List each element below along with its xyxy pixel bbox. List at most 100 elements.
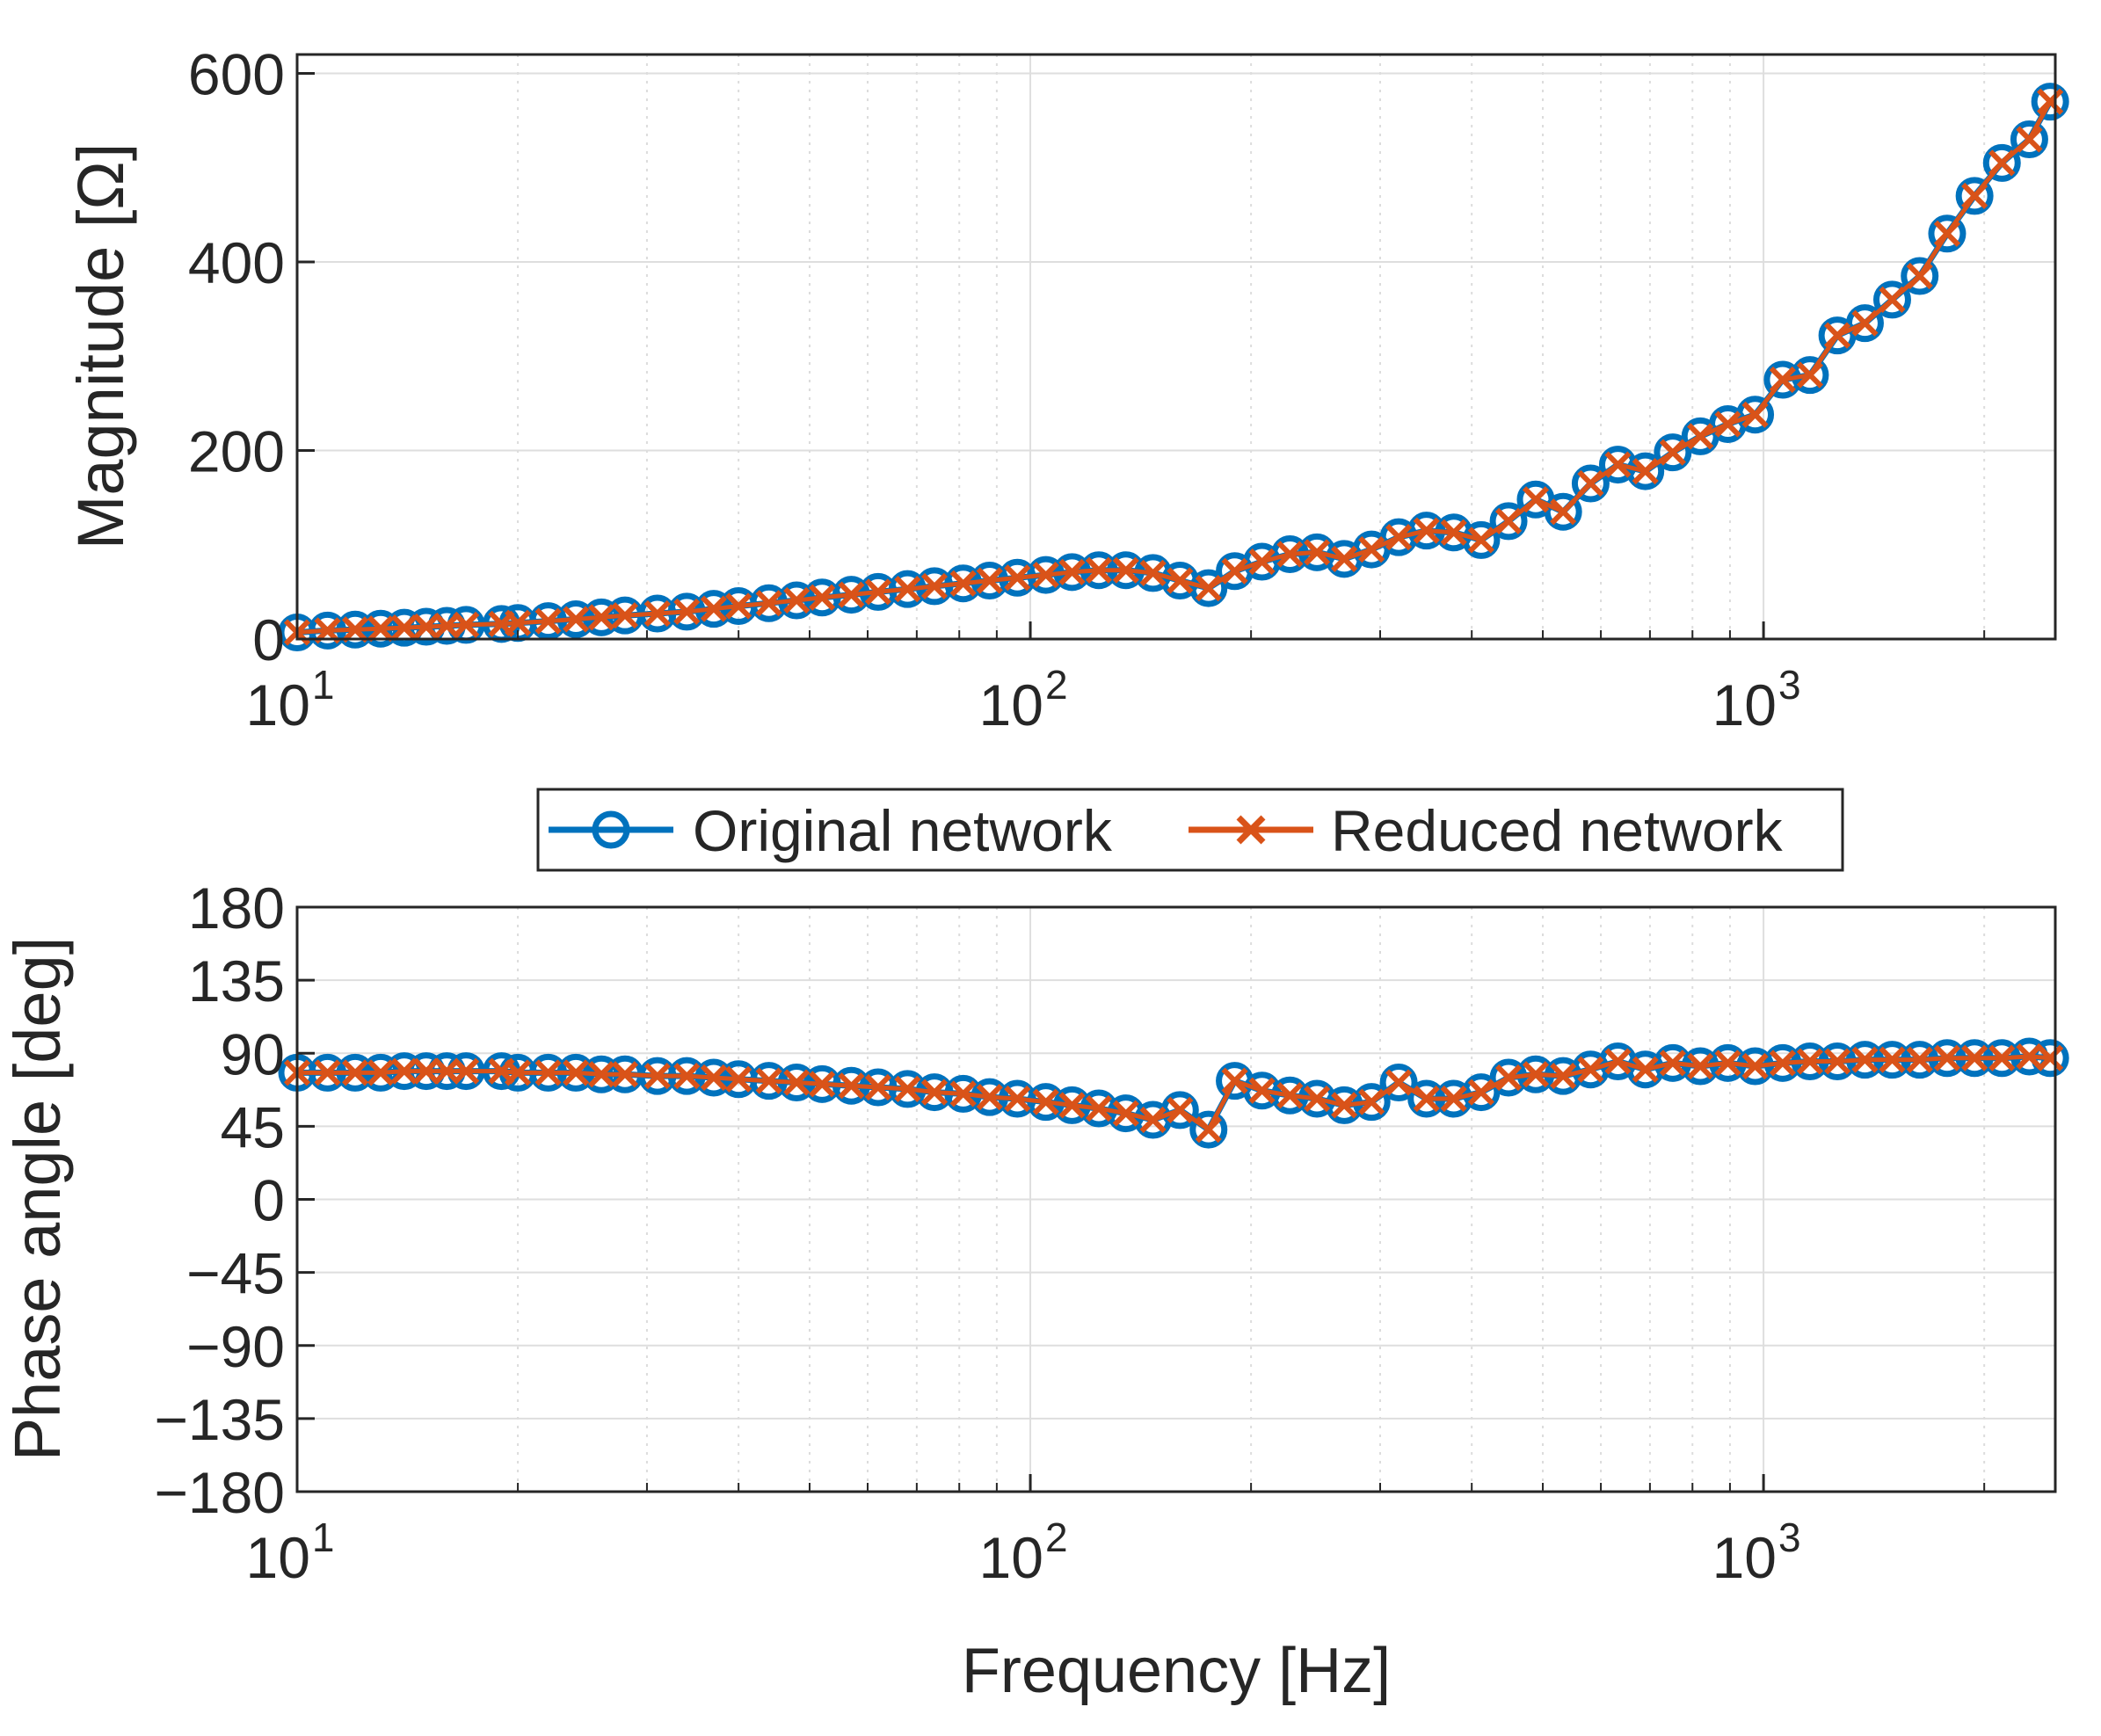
magnitude-reduced-network-marker xyxy=(1221,557,1248,585)
phase-original-network-marker xyxy=(1189,1110,1228,1149)
magnitude-reduced-network-marker xyxy=(1550,498,1577,526)
magnitude-reduced-network-marker xyxy=(390,614,418,642)
magnitude-reduced-network-marker xyxy=(1032,561,1059,589)
magnitude-reduced-network-marker xyxy=(1687,423,1714,450)
magnitude-reduced-network-marker xyxy=(534,607,562,635)
legend-box xyxy=(536,788,1844,872)
phase-reduced-network-marker xyxy=(1933,1044,1961,1071)
magnitude-reduced-network-marker xyxy=(1988,149,2016,177)
phase-reduced-network-marker xyxy=(1385,1069,1413,1096)
phase-ytick-label: 90 xyxy=(221,1021,285,1086)
magnitude-original-network-marker xyxy=(1845,304,1884,343)
magnitude-original-network-marker xyxy=(1189,569,1228,607)
magnitude-xtick-exponent: 2 xyxy=(1045,662,1068,708)
magnitude-reduced-network-marker xyxy=(643,599,671,628)
magnitude-original-network-marker xyxy=(1763,360,1802,399)
phase-series xyxy=(278,1037,2069,1149)
phase-reduced-network-marker xyxy=(1440,1085,1467,1113)
magnitude-reduced-network-marker xyxy=(949,570,977,597)
magnitude-reduced-network-marker xyxy=(894,576,921,603)
magnitude-reduced-network-marker xyxy=(1879,286,1906,313)
magnitude-reduced-network-marker xyxy=(1385,524,1413,551)
phase-reduced-network-marker xyxy=(1167,1096,1194,1124)
magnitude-reduced-network-marker xyxy=(1823,322,1851,349)
phase-ytick-label: 135 xyxy=(188,948,285,1013)
phase-reduced-network-marker xyxy=(1577,1056,1604,1083)
phase-reduced-network-marker xyxy=(920,1079,949,1106)
phase-reduced-network-marker xyxy=(390,1057,418,1085)
magnitude-original-network-marker xyxy=(1654,433,1692,472)
magnitude-original-network-marker xyxy=(1544,492,1582,531)
magnitude-reduced-network-marker xyxy=(1961,182,1988,210)
phase-reduced-network-marker xyxy=(1687,1052,1714,1080)
magnitude-xtick-label: 102 xyxy=(979,662,1068,737)
magnitude-reduced-network-marker xyxy=(587,604,615,631)
phase-original-network-marker xyxy=(1379,1064,1418,1101)
phase-reduced-network-marker xyxy=(587,1061,615,1088)
phase-reduced-network-marker xyxy=(725,1065,752,1093)
magnitude-reduced-network-marker xyxy=(725,592,752,620)
phase-reduced-network-marker xyxy=(1085,1094,1113,1122)
phase-reduced-network-marker xyxy=(1714,1050,1741,1077)
phase-reduced-network-marker xyxy=(1413,1085,1440,1113)
magnitude-original-network-marker xyxy=(2010,120,2048,159)
magnitude-reduced-network-marker xyxy=(1303,539,1331,566)
phase-reduced-network-marker xyxy=(534,1059,562,1086)
phase-reduced-network-marker xyxy=(453,1057,480,1085)
magnitude-reduced-network-marker xyxy=(1714,410,1741,438)
magnitude-reduced-network-marker xyxy=(1467,527,1495,554)
magnitude-reduced-network-marker xyxy=(700,595,728,622)
phase-reduced-network-marker xyxy=(1467,1079,1495,1106)
magnitude-reduced-network-marker xyxy=(1494,507,1523,535)
phase-reduced-network-marker xyxy=(700,1064,728,1092)
magnitude-reduced-network-marker xyxy=(1769,366,1797,394)
magnitude-reduced-network-marker xyxy=(2016,126,2043,153)
phase-ylabel: Phase angle [deg] xyxy=(1,937,74,1462)
phase-reduced-network-marker xyxy=(1741,1052,1769,1080)
magnitude-reduced-network-marker xyxy=(1358,535,1385,563)
magnitude-reduced-network-marker xyxy=(1604,451,1632,478)
phase-reduced-network-marker xyxy=(1058,1092,1086,1119)
phase-reduced-network-marker xyxy=(367,1059,395,1086)
magnitude-original-network-marker xyxy=(1571,464,1610,503)
phase-reduced-network-marker xyxy=(433,1057,461,1085)
magnitude-reduced-network-marker xyxy=(562,606,590,633)
magnitude-reduced-network-marker xyxy=(1004,564,1031,592)
phase-xtick-exponent: 1 xyxy=(312,1514,335,1560)
phase-reduced-network-marker xyxy=(1988,1044,2016,1071)
phase-reduced-network-marker xyxy=(1550,1062,1577,1090)
phase-reduced-network-marker xyxy=(1112,1100,1139,1127)
phase-ytick-label: −135 xyxy=(154,1387,285,1452)
phase-reduced-network-marker xyxy=(1851,1046,1879,1073)
magnitude-reduced-network-marker xyxy=(1440,519,1467,546)
magnitude-reduced-network-marker xyxy=(1796,361,1824,389)
phase-ytick-label: −90 xyxy=(186,1314,285,1379)
phase-reduced-network-marker xyxy=(562,1059,590,1086)
magnitude-reduced-network-marker xyxy=(1851,309,1879,337)
phase-reduced-network-marker xyxy=(1522,1061,1550,1088)
magnitude-reduced-network-marker xyxy=(1331,545,1358,572)
magnitude-reduced-network-marker xyxy=(1085,556,1113,584)
phase-reduced-network-marker xyxy=(864,1073,892,1101)
phase-xtick-exponent: 3 xyxy=(1778,1514,1801,1560)
magnitude-reduced-network-marker xyxy=(1112,556,1139,584)
magnitude-reduced-network-marker xyxy=(341,616,369,643)
magnitude-ytick-label: 600 xyxy=(188,41,285,106)
phase-reduced-network-marker xyxy=(838,1072,865,1100)
magnitude-original-network-marker xyxy=(1872,280,1911,319)
phase-reduced-network-marker xyxy=(314,1059,341,1086)
magnitude-reduced-network-marker xyxy=(920,572,949,600)
magnitude-reduced-network-marker xyxy=(838,581,865,608)
phase-reduced-network-line xyxy=(297,1054,2051,1132)
phase-xtick-exponent: 2 xyxy=(1045,1514,1068,1560)
phase-reduced-network-marker xyxy=(1494,1064,1523,1092)
magnitude-reduced-network-marker xyxy=(367,615,395,643)
phase-reduced-network-marker xyxy=(1769,1050,1797,1077)
phase-reduced-network-marker xyxy=(1879,1046,1906,1073)
phase-reduced-network-marker xyxy=(1139,1106,1167,1134)
magnitude-reduced-network-marker xyxy=(1195,574,1222,602)
phase-reduced-network-marker xyxy=(1659,1050,1686,1077)
legend-original-marker xyxy=(592,810,630,849)
